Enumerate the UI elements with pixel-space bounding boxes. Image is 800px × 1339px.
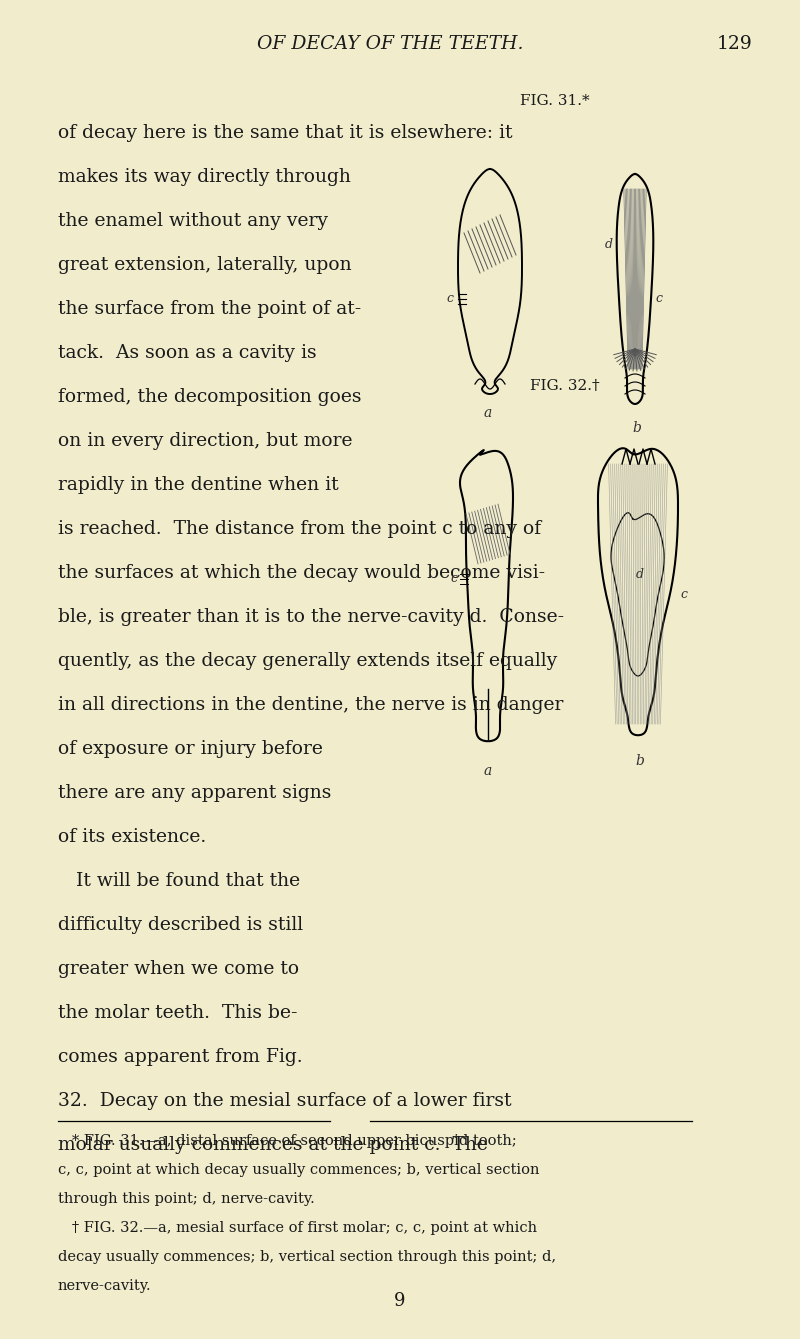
Text: b: b xyxy=(633,420,642,435)
Text: b: b xyxy=(635,754,645,769)
Text: FIG. 32.†: FIG. 32.† xyxy=(530,379,600,394)
Text: c, c, point at which decay usually commences; b, vertical section: c, c, point at which decay usually comme… xyxy=(58,1164,539,1177)
Text: decay usually commences; b, vertical section through this point; d,: decay usually commences; b, vertical sec… xyxy=(58,1251,556,1264)
Text: molar usually commences at the point c.  The: molar usually commences at the point c. … xyxy=(58,1135,488,1154)
Text: greater when we come to: greater when we come to xyxy=(58,960,299,977)
Text: of its existence.: of its existence. xyxy=(58,828,206,846)
Text: 32.  Decay on the mesial surface of a lower first: 32. Decay on the mesial surface of a low… xyxy=(58,1093,511,1110)
Text: of exposure or injury before: of exposure or injury before xyxy=(58,740,323,758)
Text: 129: 129 xyxy=(717,35,753,54)
Text: the surface from the point of at-: the surface from the point of at- xyxy=(58,300,362,317)
Text: c: c xyxy=(446,292,454,305)
Text: there are any apparent signs: there are any apparent signs xyxy=(58,785,331,802)
Text: the surfaces at which the decay would become visi-: the surfaces at which the decay would be… xyxy=(58,564,545,582)
Text: It will be found that the: It will be found that the xyxy=(58,872,300,890)
Text: quently, as the decay generally extends itself equally: quently, as the decay generally extends … xyxy=(58,652,558,670)
Text: c: c xyxy=(681,588,687,600)
Text: c: c xyxy=(655,292,662,305)
Text: the enamel without any very: the enamel without any very xyxy=(58,212,328,230)
Text: makes its way directly through: makes its way directly through xyxy=(58,167,351,186)
Text: through this point; d, nerve-cavity.: through this point; d, nerve-cavity. xyxy=(58,1192,314,1206)
Text: in all directions in the dentine, the nerve is in danger: in all directions in the dentine, the ne… xyxy=(58,696,563,714)
Text: a: a xyxy=(484,765,492,778)
Text: d: d xyxy=(636,568,644,581)
Text: c: c xyxy=(450,573,458,585)
Text: formed, the decomposition goes: formed, the decomposition goes xyxy=(58,388,362,406)
Text: rapidly in the dentine when it: rapidly in the dentine when it xyxy=(58,475,338,494)
Text: a: a xyxy=(484,406,492,420)
Text: nerve-cavity.: nerve-cavity. xyxy=(58,1279,152,1293)
Text: difficulty described is still: difficulty described is still xyxy=(58,916,303,935)
Text: FIG. 31.*: FIG. 31.* xyxy=(520,94,590,108)
Text: d: d xyxy=(605,237,613,250)
Text: tack.  As soon as a cavity is: tack. As soon as a cavity is xyxy=(58,344,317,362)
Text: OF DECAY OF THE TEETH.: OF DECAY OF THE TEETH. xyxy=(257,35,523,54)
Text: of decay here is the same that it is elsewhere: it: of decay here is the same that it is els… xyxy=(58,125,513,142)
Text: ble, is greater than it is to the nerve-cavity d.  Conse-: ble, is greater than it is to the nerve-… xyxy=(58,608,564,627)
Text: great extension, laterally, upon: great extension, laterally, upon xyxy=(58,256,352,274)
Text: is reached.  The distance from the point c to any of: is reached. The distance from the point … xyxy=(58,520,541,538)
Text: 9: 9 xyxy=(394,1292,406,1310)
Text: comes apparent from Fig.: comes apparent from Fig. xyxy=(58,1048,302,1066)
Text: † FIG. 32.—a, mesial surface of first molar; c, c, point at which: † FIG. 32.—a, mesial surface of first mo… xyxy=(58,1221,537,1235)
Text: * FIG. 31.—a, distal surface of second upper bicuspid tooth;: * FIG. 31.—a, distal surface of second u… xyxy=(58,1134,517,1148)
Text: the molar teeth.  This be-: the molar teeth. This be- xyxy=(58,1004,298,1022)
Text: on in every direction, but more: on in every direction, but more xyxy=(58,432,353,450)
